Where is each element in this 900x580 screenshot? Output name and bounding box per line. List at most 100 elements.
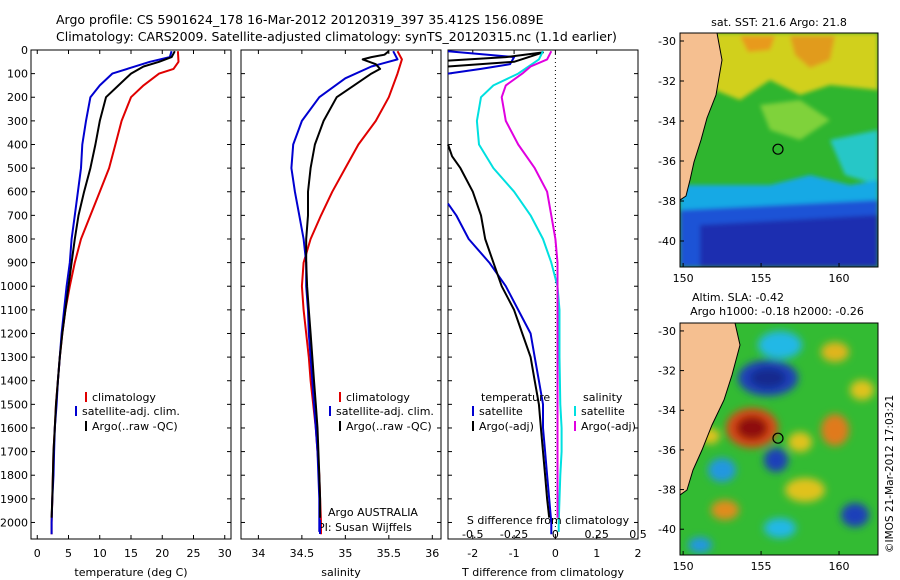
x-tick-label: 20	[155, 547, 169, 560]
map-y-tick-label: -34	[658, 404, 676, 417]
x-tick-label: 2	[635, 547, 642, 560]
x-tick-label: 5	[65, 547, 72, 560]
y-tick-label: 1600	[0, 422, 28, 435]
series-argo-raw-qc-	[305, 50, 390, 518]
y-tick-label: 1000	[0, 280, 28, 293]
annotation-pi: PI: Susan Wijffels	[318, 521, 412, 534]
salinity-frame	[240, 49, 442, 540]
sst-map-title: sat. SST: 21.6 Argo: 21.8	[711, 16, 847, 29]
x-tick-label: 15	[124, 547, 138, 560]
sla-argo-marker	[772, 432, 784, 444]
sla-eddy	[850, 380, 874, 400]
map-x-tick-label: 160	[829, 272, 850, 285]
s-tick-label: -0.25	[500, 528, 528, 541]
legend-header-temperature: temperature	[481, 391, 550, 404]
sla-eddy	[841, 503, 869, 527]
map-y-tick-label: -30	[658, 325, 676, 338]
sla-eddy	[758, 331, 802, 359]
sla-eddy	[764, 448, 788, 472]
series-satellite	[475, 50, 563, 532]
legend-t-argo-label: Argo(-adj)	[479, 420, 534, 433]
y-tick-label: 2000	[0, 516, 28, 529]
salinity-panel: 34 34.5 35 35.5 36 salinity climatologysatelli…	[240, 49, 442, 579]
s-tick-label: 0.25	[584, 528, 609, 541]
map-y-tick-label: -32	[658, 75, 676, 88]
temperature-frame	[30, 49, 232, 540]
imos-stamp: ©IMOS 21-Mar-2012 17:03:21	[884, 395, 896, 553]
sla-map: Altim. SLA: -0.42 Argo h1000: -0.18 h200…	[658, 291, 879, 573]
difference-panel: -2 -1 0 1 2 T difference from climatology temp…	[447, 49, 647, 579]
legend-s-satellite-label: satellite	[581, 405, 625, 418]
legend-header-salinity: salinity	[583, 391, 623, 404]
sst-warm-patch	[740, 36, 775, 52]
series-argo-adj-	[500, 50, 559, 518]
x-tick-label: 0	[552, 547, 559, 560]
y-tick-label: 400	[7, 138, 28, 151]
map-x-tick-label: 155	[751, 560, 772, 573]
y-tick-label: 0	[21, 44, 28, 57]
sst-warm-core	[790, 36, 835, 68]
sla-eddy	[785, 478, 825, 502]
header-line-2: Climatology: CARS2009. Satellite-adjuste…	[56, 29, 617, 44]
map-y-tick-label: -38	[658, 484, 676, 497]
y-tick-label: 700	[7, 209, 28, 222]
difference-xlabel: T difference from climatology	[461, 566, 624, 579]
x-tick-label: 1	[593, 547, 600, 560]
y-tick-label: 1700	[0, 446, 28, 459]
salinity-xlabel: salinity	[321, 566, 361, 579]
y-tick-label: 1400	[0, 375, 28, 388]
sst-map: sat. SST: 21.6 Argo: 21.8 150 155 160 -30 -3…	[658, 16, 879, 285]
series-satellite	[447, 50, 516, 75]
header-line-1: Argo profile: CS 5901624_178 16-Mar-2012…	[56, 12, 544, 27]
sla-axes: 150 155 160 -30 -32 -34 -36 -38 -40	[658, 325, 849, 573]
x-tick-label: -2	[467, 547, 478, 560]
s-tick-label: 0.5	[629, 528, 647, 541]
x-tick-label: 35	[338, 547, 352, 560]
y-tick-label: 1500	[0, 398, 28, 411]
sla-eddy	[688, 537, 712, 553]
y-tick-label: 300	[7, 115, 28, 128]
map-x-tick-label: 160	[829, 560, 850, 573]
x-tick-label: 30	[218, 547, 232, 560]
series-climatology	[50, 51, 180, 535]
sst-land	[680, 33, 723, 201]
y-tick-label: 1300	[0, 351, 28, 364]
legend-argo-label: Argo(..raw -QC)	[92, 420, 178, 433]
annotation-argo-australia: Argo AUSTRALIA	[328, 506, 418, 519]
map-y-tick-label: -38	[658, 195, 676, 208]
map-y-tick-label: -32	[658, 365, 676, 378]
x-tick-label: 34.5	[290, 547, 315, 560]
map-y-tick-label: -36	[658, 444, 676, 457]
y-tick-label: 800	[7, 233, 28, 246]
map-y-tick-label: -40	[658, 523, 676, 536]
series-satellite	[447, 203, 553, 535]
sla-eddy	[711, 500, 739, 520]
sla-eddy	[821, 342, 849, 362]
sst-cold-deep	[700, 215, 878, 267]
x-tick-label: 36	[425, 547, 439, 560]
x-tick-label: 34	[251, 547, 265, 560]
s-tick-label: 0	[552, 528, 559, 541]
legend-climatology-label: climatology	[92, 391, 156, 404]
y-tick-label: 600	[7, 186, 28, 199]
sst-light-patch	[760, 100, 830, 140]
sst-warm-band	[700, 33, 878, 100]
y-tick-label: 500	[7, 162, 28, 175]
sla-warm-core	[736, 416, 768, 440]
sla-cold-core	[750, 368, 786, 388]
x-tick-label: 0	[34, 547, 41, 560]
temperature-xlabel: temperature (deg C)	[74, 566, 187, 579]
x-tick-label: 10	[93, 547, 107, 560]
sla-map-title-2: Argo h1000: -0.18 h2000: -0.26	[690, 305, 864, 318]
map-y-tick-label: -34	[658, 115, 676, 128]
difference-xlabel-top: S difference from climatology	[467, 514, 630, 527]
legend-t-satellite-label: satellite	[479, 405, 523, 418]
sla-map-title-1: Altim. SLA: -0.42	[692, 291, 784, 304]
x-tick-label: 35.5	[377, 547, 402, 560]
sla-frame	[679, 322, 879, 556]
legend-satellite-label: satellite-adj. clim.	[336, 405, 434, 418]
legend-climatology-label: climatology	[346, 391, 410, 404]
y-tick-label: 200	[7, 91, 28, 104]
s-tick-label: -0.5	[462, 528, 483, 541]
y-tick-label: 1800	[0, 469, 28, 482]
